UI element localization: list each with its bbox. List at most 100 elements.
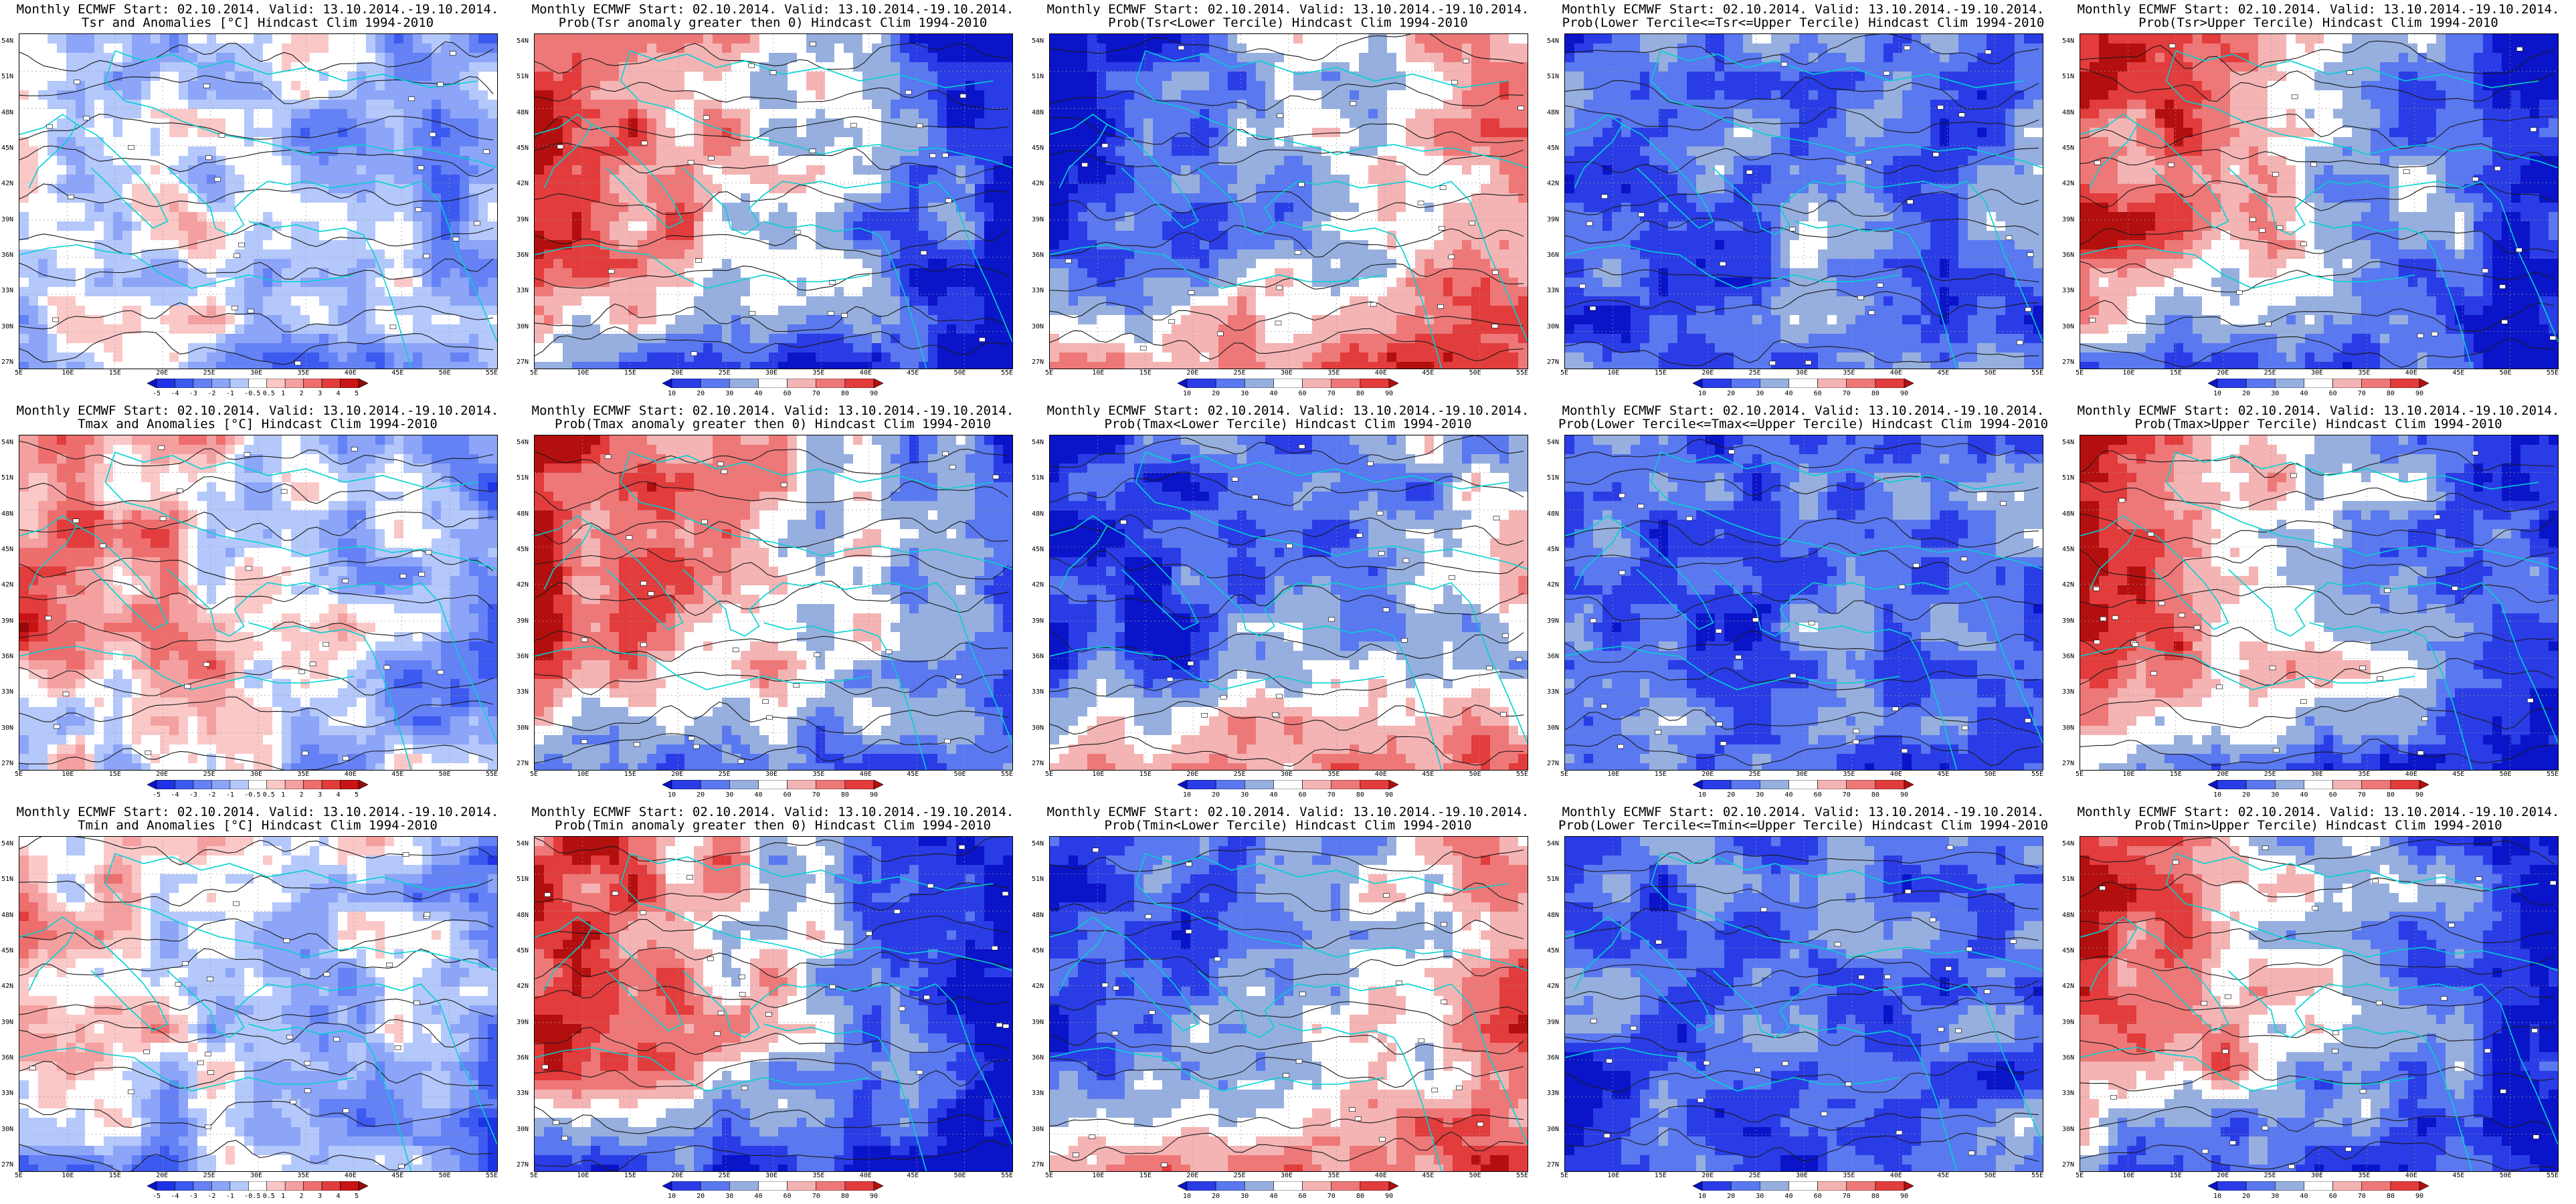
latitude-label: 33N (1032, 688, 1044, 696)
isoline (2080, 695, 2555, 730)
colorbar-swatch (1302, 379, 1332, 388)
colorbar-swatch (1273, 780, 1303, 789)
latitude-label: 51N (1, 876, 13, 883)
colorbar-label: 10 (1698, 390, 1706, 397)
isoline (1565, 851, 2039, 872)
panel-title-line2: Prob(Lower Tercile<=Tmin<=Upper Tercile)… (1546, 819, 2061, 832)
station-marker (1515, 657, 1523, 662)
station-marker (793, 683, 800, 688)
station-marker (809, 148, 816, 153)
latitude-label: 42N (1547, 581, 1559, 589)
station-marker (1960, 557, 1968, 561)
station-marker (128, 144, 134, 150)
station-marker (483, 149, 490, 154)
latitude-label: 45N (2062, 144, 2074, 152)
colorbar-label: 60 (2329, 791, 2337, 799)
latitude-label: 27N (1032, 1161, 1044, 1169)
station-marker (437, 82, 444, 87)
colorbar-swatch (2245, 780, 2276, 789)
latitude-label: 45N (517, 546, 529, 553)
coastline (535, 244, 869, 289)
station-marker (2448, 922, 2455, 928)
station-marker (701, 519, 708, 524)
station-marker (920, 250, 927, 256)
station-marker (979, 337, 986, 342)
station-marker (929, 153, 937, 159)
colorbar-label: 70 (1327, 791, 1336, 799)
latitude-label: 30N (2062, 323, 2074, 330)
station-marker (1858, 975, 1865, 980)
latitude-label: 33N (1, 287, 13, 294)
colorbar-label: -5 (153, 1193, 161, 1200)
station-marker (2499, 284, 2506, 289)
coastline (1565, 645, 1900, 690)
colorbar-swatch (1904, 780, 1914, 789)
station-marker (1619, 570, 1626, 575)
station-marker (1449, 575, 1455, 580)
latitude-label: 30N (1032, 724, 1044, 732)
station-marker (1448, 254, 1455, 260)
latitude-label: 51N (1032, 474, 1044, 482)
colorbar-swatch (1759, 379, 1789, 388)
colorbar-label: 40 (1269, 1193, 1277, 1200)
station-marker (1185, 862, 1192, 867)
longitude-label: 30E (1796, 1172, 1808, 1179)
colorbar-swatch (1759, 780, 1789, 789)
isoline (1565, 289, 2039, 318)
coastline (763, 181, 937, 195)
longitude-label: 25E (1234, 771, 1246, 778)
colorbar-swatch (303, 780, 323, 789)
colorbar-swatch (844, 780, 875, 789)
station-marker (417, 165, 424, 171)
longitude-label: 35E (2358, 1172, 2370, 1179)
station-marker (1272, 712, 1279, 717)
isoline (19, 620, 494, 650)
station-marker (945, 198, 952, 203)
coastline (763, 622, 927, 770)
latitude-label: 48N (1032, 912, 1044, 919)
colorbar-label: 20 (697, 1193, 705, 1200)
colorbar-label: 90 (870, 1193, 878, 1200)
colorbar-label: 80 (2387, 1193, 2395, 1200)
longitude-label: 50E (1469, 369, 1481, 377)
station-marker (342, 579, 349, 583)
colorbar-label: 60 (784, 791, 792, 799)
isoline (2080, 1026, 2555, 1056)
latitude-label: 36N (517, 1054, 529, 1062)
station-marker (2272, 172, 2279, 177)
colorbar-label: 40 (1269, 390, 1277, 397)
isoline (1050, 1032, 1524, 1055)
panel-title-line2: Prob(Tmin>Upper Tercile) Hindcast Clim 1… (2061, 819, 2576, 832)
colorbar-swatch (2332, 1181, 2363, 1191)
colorbar-swatch (873, 379, 883, 388)
station-marker (1101, 143, 1109, 148)
colorbar-swatch (211, 780, 231, 789)
latitude-label: 48N (517, 510, 529, 518)
station-marker (1907, 199, 1914, 205)
coastline (2481, 181, 2558, 342)
forecast-field-map (2080, 837, 2558, 1171)
station-marker (2431, 331, 2438, 336)
forecast-field-map (1565, 435, 2043, 770)
colorbar-label: 60 (1814, 791, 1822, 799)
coastline (935, 582, 1012, 744)
colorbar-swatch (175, 780, 194, 789)
colorbar-swatch (1186, 780, 1216, 789)
station-marker (333, 1037, 340, 1042)
coastline (306, 946, 497, 971)
colorbar-label: 90 (870, 791, 878, 799)
station-marker (2249, 217, 2256, 222)
station-marker (1892, 706, 1899, 712)
coastline (821, 144, 1012, 169)
colorbar (1693, 1181, 1914, 1191)
colorbar-label: 40 (1269, 791, 1277, 799)
latitude-label: 27N (1547, 1161, 1559, 1169)
colorbar-label: 20 (2242, 791, 2250, 799)
colorbar-swatch (211, 1181, 231, 1191)
longitude-label: 30E (765, 369, 777, 377)
station-marker (2027, 252, 2034, 257)
isoline (1565, 1106, 2039, 1134)
station-marker (1760, 907, 1768, 912)
colorbar-label: 60 (784, 390, 792, 397)
coastline (1650, 50, 1852, 155)
